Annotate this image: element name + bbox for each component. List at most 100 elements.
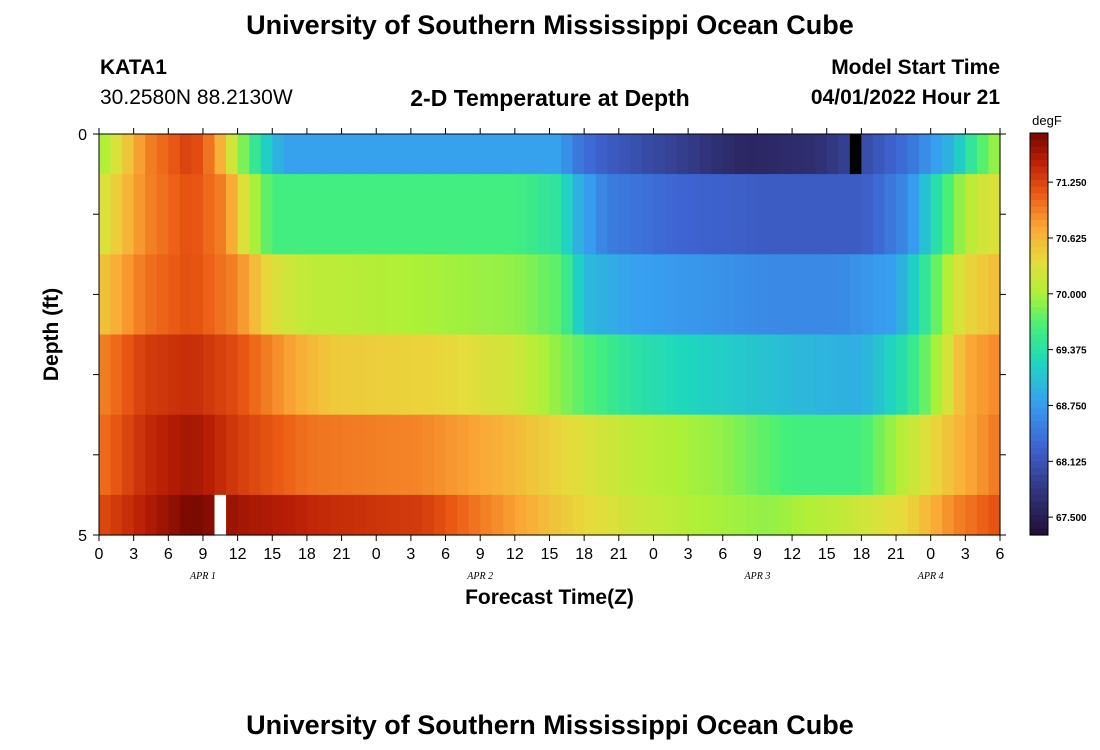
colorbar-segment [1030, 173, 1048, 181]
heatmap-cell [514, 254, 527, 336]
heatmap-cell [295, 334, 308, 416]
heatmap-cell [514, 134, 527, 175]
heatmap-cell [445, 254, 458, 336]
heatmap-cell [872, 334, 886, 416]
heatmap-cell [283, 254, 296, 336]
heatmap-cell [849, 494, 862, 536]
heatmap-cell [283, 174, 296, 255]
heatmap-cell [491, 334, 504, 416]
x-tick-label: 15 [263, 546, 281, 563]
heatmap-cell [133, 334, 146, 416]
heatmap-cell [930, 254, 943, 336]
heatmap-cell [711, 254, 724, 336]
heatmap-cell [780, 494, 793, 536]
colorbar-segment [1030, 186, 1048, 194]
heatmap-cell [838, 414, 851, 496]
heatmap-cell [618, 334, 631, 416]
plot-title: 2-D Temperature at Depth [410, 85, 690, 111]
heatmap-cell [792, 174, 805, 255]
colorbar-segment [1030, 474, 1048, 482]
heatmap-cell [884, 134, 897, 175]
heatmap-cell [179, 334, 193, 416]
heatmap-cell [110, 414, 123, 496]
heatmap-cell [491, 174, 504, 255]
heatmap-cell [976, 334, 990, 416]
heatmap-cell [745, 134, 759, 175]
heatmap-cell [792, 254, 805, 336]
heatmap-cell [815, 414, 828, 496]
heatmap-cell [537, 334, 551, 416]
heatmap-cell [965, 254, 978, 336]
heatmap-cell [260, 334, 273, 416]
heatmap-cell [445, 174, 458, 255]
heatmap-cell [306, 174, 320, 255]
heatmap-cell [688, 334, 701, 416]
heatmap-cell [306, 254, 320, 336]
heatmap-cell [907, 334, 920, 416]
colorbar-segment [1030, 166, 1048, 174]
heatmap-cell [410, 494, 424, 536]
heatmap-cell [191, 254, 204, 336]
heatmap-cell [607, 334, 620, 416]
heatmap-cell [976, 174, 990, 255]
heatmap-cell [919, 334, 932, 416]
heatmap-cell [480, 414, 493, 496]
heatmap-cell [965, 494, 978, 536]
heatmap-cell [988, 494, 1001, 536]
x-tick-label: 18 [298, 546, 316, 563]
heatmap-cell [711, 414, 724, 496]
heatmap-cell [907, 414, 920, 496]
heatmap-cell [376, 494, 389, 536]
heatmap-cell [953, 494, 966, 536]
colorbar-segment [1030, 461, 1048, 469]
heatmap-cell [399, 254, 412, 336]
heatmap-cell [861, 254, 874, 336]
colorbar-tick-label: 67.500 [1056, 513, 1087, 524]
heatmap-cell [780, 174, 793, 255]
heatmap-cell [145, 414, 158, 496]
colorbar-segment [1030, 394, 1048, 402]
colorbar-segment [1030, 213, 1048, 221]
heatmap-cell [214, 254, 227, 336]
heatmap-cell [988, 174, 1001, 255]
y-axis-label: Depth (ft) [40, 288, 63, 381]
heatmap-cell [653, 134, 666, 175]
heatmap-cell [376, 254, 389, 336]
heatmap-cell [734, 414, 747, 496]
colorbar-segment [1030, 280, 1048, 288]
heatmap-cell [861, 134, 874, 175]
heatmap-cell [179, 174, 193, 255]
date-label: APR 1 [189, 571, 216, 582]
colorbar-segment [1030, 153, 1048, 161]
colorbar-segment [1030, 273, 1048, 281]
heatmap-cell [122, 494, 135, 536]
heatmap-cell [584, 254, 597, 336]
x-tick-label: 15 [541, 546, 559, 563]
heatmap-cell [503, 334, 516, 416]
heatmap-cell [907, 174, 920, 255]
heatmap-cell [953, 174, 966, 255]
heatmap-cell [353, 494, 366, 536]
heatmap-cell [468, 134, 481, 175]
heatmap-cell [306, 414, 320, 496]
heatmap-cell [745, 334, 759, 416]
heatmap-cell [318, 334, 331, 416]
heatmap-cell [792, 334, 805, 416]
heatmap-cell [526, 334, 539, 416]
x-tick-label: 6 [996, 546, 1005, 563]
colorbar-segment [1030, 494, 1048, 503]
heatmap-cell [99, 494, 112, 536]
colorbar-segment [1030, 421, 1048, 429]
heatmap-cell [318, 174, 331, 255]
heatmap-cell [537, 134, 551, 175]
heatmap-cell [156, 174, 169, 255]
heatmap-cell [976, 494, 990, 536]
heatmap-cell [549, 334, 562, 416]
heatmap-cell [676, 494, 689, 536]
heatmap-cell [99, 414, 112, 496]
x-tick-label: 0 [926, 546, 935, 563]
heatmap-cell [734, 494, 747, 536]
heatmap-cell [249, 334, 262, 416]
x-tick-label: 0 [372, 546, 381, 563]
y-tick-label: 0 [78, 127, 87, 144]
